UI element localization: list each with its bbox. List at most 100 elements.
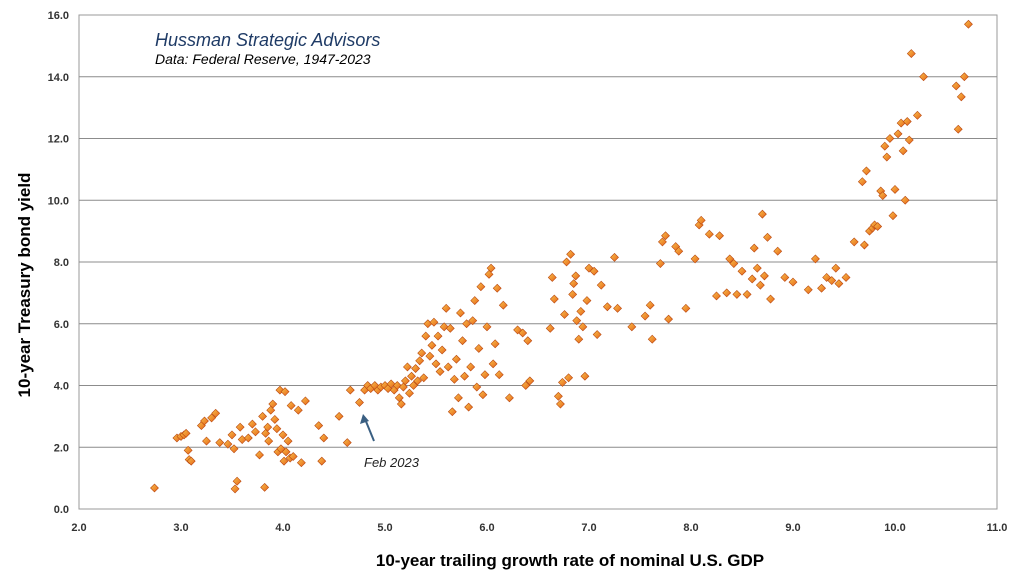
- data-point: [263, 422, 273, 432]
- data-point: [230, 484, 240, 494]
- data-point: [421, 331, 431, 341]
- y-tick-label: 2.0: [54, 442, 69, 454]
- data-point: [181, 428, 191, 438]
- data-point: [568, 289, 578, 299]
- y-tick-label: 14.0: [48, 72, 69, 84]
- data-point: [566, 249, 576, 259]
- data-point: [582, 296, 592, 306]
- data-point: [403, 362, 412, 372]
- data-point: [411, 364, 421, 373]
- x-tick-label: 2.0: [71, 522, 86, 534]
- data-point: [752, 263, 762, 273]
- data-point: [873, 222, 883, 231]
- data-point: [488, 359, 498, 369]
- data-point: [400, 376, 410, 386]
- data-point: [355, 398, 364, 407]
- data-point: [518, 328, 528, 338]
- y-tick-label: 10.0: [48, 195, 69, 207]
- data-point: [435, 367, 445, 377]
- data-point: [409, 381, 418, 390]
- data-point: [893, 129, 903, 139]
- data-point: [589, 266, 599, 276]
- data-point: [476, 282, 486, 292]
- data-point: [661, 231, 670, 241]
- data-point: [255, 450, 264, 460]
- data-point: [602, 302, 612, 312]
- data-point: [447, 407, 457, 417]
- data-point: [301, 396, 310, 406]
- data-point: [429, 317, 439, 327]
- annotation-arrowhead: [360, 414, 369, 424]
- data-point: [293, 405, 303, 415]
- data-point: [243, 433, 253, 443]
- data-point: [780, 273, 790, 282]
- data-point: [610, 252, 619, 262]
- data-point: [880, 141, 890, 151]
- chart-subtitle: Data: Federal Reserve, 1947-2023: [155, 51, 371, 67]
- data-point: [729, 259, 739, 268]
- data-point: [445, 323, 455, 333]
- data-point: [898, 146, 908, 156]
- data-point: [466, 362, 476, 372]
- data-point: [760, 271, 769, 281]
- data-point: [757, 209, 767, 219]
- data-point: [407, 371, 416, 381]
- data-point: [270, 415, 280, 424]
- data-point: [556, 399, 565, 409]
- data-point: [207, 413, 217, 423]
- data-point: [433, 331, 443, 341]
- data-point: [186, 456, 196, 466]
- x-tick-label: 5.0: [377, 522, 392, 534]
- data-point: [569, 279, 579, 289]
- data-point: [613, 303, 622, 313]
- y-tick-label: 8.0: [54, 257, 69, 269]
- data-point: [549, 294, 559, 304]
- data-point: [882, 152, 892, 162]
- data-point: [492, 283, 502, 293]
- data-point: [498, 300, 508, 310]
- data-point: [859, 240, 869, 250]
- data-point: [919, 72, 928, 82]
- data-point: [596, 280, 606, 290]
- data-point: [755, 280, 765, 290]
- data-point: [878, 191, 888, 201]
- data-point: [766, 294, 775, 304]
- y-tick-label: 0.0: [54, 504, 69, 516]
- y-tick-label: 4.0: [54, 381, 69, 393]
- data-point: [890, 185, 900, 194]
- data-point: [763, 232, 772, 242]
- data-point: [953, 124, 963, 134]
- data-point: [505, 393, 514, 403]
- data-point: [572, 316, 582, 326]
- data-point: [647, 334, 657, 344]
- data-point: [564, 373, 574, 383]
- data-point: [334, 411, 344, 421]
- data-point: [227, 430, 237, 440]
- data-point: [817, 283, 826, 293]
- tick-labels: 0.02.04.06.08.010.012.014.016.02.0 3.0 4.0…: [48, 10, 1008, 534]
- data-point: [229, 444, 239, 454]
- data-point: [545, 323, 555, 333]
- data-point: [831, 263, 841, 273]
- data-point: [223, 439, 233, 449]
- data-point: [888, 211, 898, 221]
- data-point: [525, 376, 535, 386]
- data-point: [405, 388, 414, 398]
- data-point: [247, 419, 257, 429]
- data-point: [314, 421, 324, 431]
- data-point: [462, 319, 472, 329]
- data-point: [553, 391, 563, 401]
- x-tick-label: 10.0: [884, 522, 905, 534]
- data-point: [547, 273, 557, 282]
- data-point: [472, 382, 482, 392]
- data-point: [827, 276, 837, 285]
- data-point: [715, 231, 724, 241]
- data-point: [431, 359, 441, 369]
- data-point: [264, 436, 274, 446]
- data-point: [456, 308, 465, 318]
- data-point: [885, 134, 895, 143]
- data-point: [900, 195, 910, 205]
- data-point: [956, 92, 966, 102]
- data-point: [437, 345, 447, 355]
